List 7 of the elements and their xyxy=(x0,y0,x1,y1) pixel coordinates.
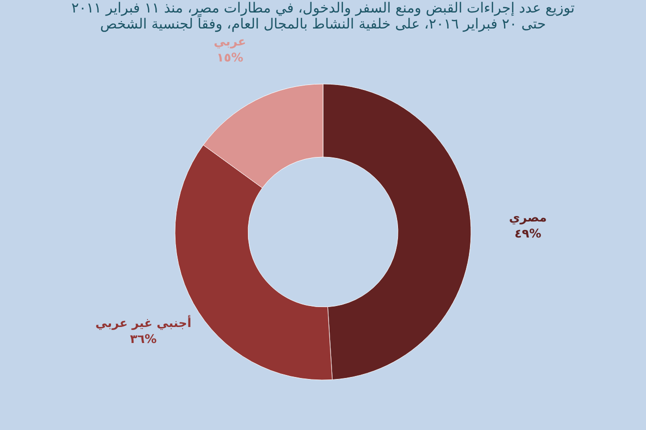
data-label: ٤٩% xyxy=(514,226,542,241)
data-label: ١٥% xyxy=(216,50,244,64)
slice-label: عربي xyxy=(214,34,246,48)
chart-title: توزيع عدد إجراءات القبض ومنع السفر والدخول، في مطارات مصر، منذ ١١ فبراير ٢٠١١ حتى ٢٠ فبراير ٢٠١٦، على خلفية النشاط بالمجال العام، وفقاً لجنسية الشخص xyxy=(71,0,575,32)
slice-label: مصري xyxy=(509,210,547,225)
slice-label: أجنبي غير عربي xyxy=(95,314,192,330)
data-label: ٣٦% xyxy=(130,332,157,346)
